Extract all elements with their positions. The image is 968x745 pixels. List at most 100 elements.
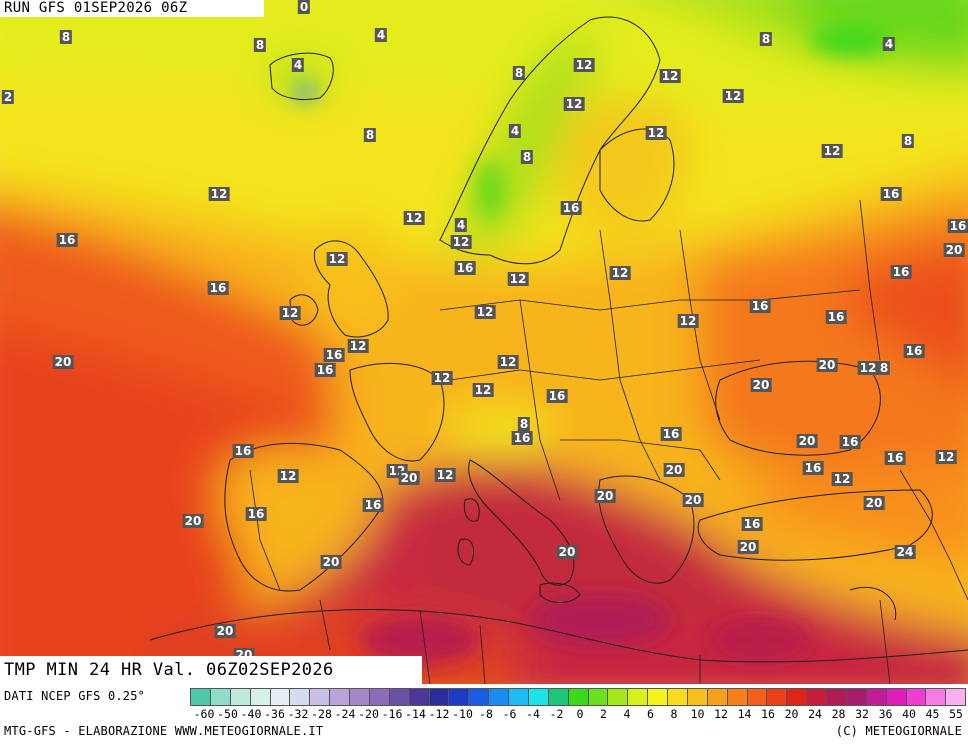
- color-swatch: [786, 688, 807, 706]
- isotherm-value-label: 12: [326, 252, 348, 266]
- color-scale-tick: -28: [311, 707, 332, 721]
- copyright: (C) METEOGIORNALE: [835, 724, 962, 738]
- isotherm-value-label: 12: [563, 97, 585, 111]
- color-swatch: [925, 688, 946, 706]
- isotherm-value-label: 12: [347, 339, 369, 353]
- isotherm-value-label: 20: [750, 378, 772, 392]
- isotherm-value-label: 12: [609, 266, 631, 280]
- isotherm-value-label: 16: [207, 281, 229, 295]
- isotherm-value-label: 16: [741, 517, 763, 531]
- color-swatch: [508, 688, 528, 706]
- isotherm-value-label: 12: [277, 469, 299, 483]
- temperature-field: [0, 0, 968, 684]
- isotherm-value-label: 4: [291, 58, 305, 72]
- color-scale-tick: 8: [670, 707, 678, 721]
- isotherm-value-label: 16: [802, 461, 824, 475]
- isotherm-value-label: 8: [363, 128, 377, 142]
- color-swatch: [229, 688, 250, 706]
- isotherm-value-label: 4: [454, 218, 468, 232]
- color-swatch: [527, 688, 548, 706]
- isotherm-value-label: 16: [56, 233, 78, 247]
- color-scale-ticks: -60 -50 -40 -36 -32 -28 -24 -20 -16 -14 -12 -10 -8 -6…: [190, 707, 966, 723]
- isotherm-value-label: 12: [573, 58, 595, 72]
- color-swatch: [368, 688, 389, 706]
- color-scale-tick: 10: [690, 707, 705, 721]
- color-scale-tick: -36: [264, 707, 285, 721]
- isotherm-value-label: 8: [520, 150, 534, 164]
- color-scale-tick: 6: [647, 707, 654, 721]
- color-scale-tick: 0: [576, 707, 584, 721]
- isotherm-value-label: 12: [722, 89, 744, 103]
- color-scale-tick: 4: [623, 707, 631, 721]
- isotherm-value-label: 20: [556, 545, 578, 559]
- isotherm-value-label: 12: [821, 144, 843, 158]
- color-scale-tick: -4: [526, 707, 540, 721]
- color-swatch: [448, 688, 469, 706]
- isotherm-value-label: 12: [450, 235, 472, 249]
- isotherm-value-label: 12: [279, 306, 301, 320]
- credit: MTG-GFS - ELABORAZIONE WWW.METEOGIORNALE…: [4, 724, 324, 738]
- color-swatch: [329, 688, 349, 706]
- color-scale-tick: -32: [287, 707, 309, 721]
- color-swatch: [567, 688, 588, 706]
- color-scale-tick: 12: [714, 707, 728, 721]
- color-swatch: [885, 688, 906, 706]
- isotherm-value-label: 16: [314, 363, 336, 377]
- isotherm-value-label: 20: [737, 540, 759, 554]
- color-scale-tick: 55: [949, 707, 963, 721]
- color-scale-tick: 40: [902, 707, 916, 721]
- color-scale-bar: [190, 688, 967, 708]
- isotherm-value-label: 16: [232, 444, 254, 458]
- isotherm-value-label: 20: [943, 243, 965, 257]
- color-scale-tick: -2: [549, 707, 564, 721]
- isotherm-value-label: 12: [431, 371, 453, 385]
- isotherm-value-label: 8: [517, 417, 531, 431]
- color-swatch: [190, 688, 210, 706]
- color-swatch: [706, 688, 727, 706]
- color-swatch: [627, 688, 648, 706]
- isotherm-value-label: 20: [816, 358, 838, 372]
- color-scale-tick: -40: [240, 707, 262, 721]
- isotherm-value-label: 12: [659, 69, 681, 83]
- color-scale-tick: -16: [381, 707, 403, 721]
- data-source: DATI NCEP GFS 0.25°: [4, 689, 146, 703]
- color-scale-tick: 2: [600, 707, 607, 721]
- isotherm-value-label: 8: [253, 38, 267, 52]
- color-swatch: [428, 688, 449, 706]
- color-swatch: [408, 688, 429, 706]
- color-swatch: [647, 688, 667, 706]
- color-swatch: [746, 688, 767, 706]
- isotherm-value-label: 4: [508, 124, 522, 138]
- isotherm-value-label: 20: [863, 496, 885, 510]
- isotherm-value-label: 16: [245, 507, 267, 521]
- isotherm-value-label: 16: [546, 389, 568, 403]
- color-swatch: [249, 688, 270, 706]
- isotherm-value-label: 20: [594, 489, 616, 503]
- color-swatch: [209, 688, 230, 706]
- color-scale-tick: -14: [405, 707, 426, 721]
- color-swatch: [269, 688, 290, 706]
- isotherm-value-label: 12: [434, 468, 456, 482]
- color-swatch: [845, 688, 866, 706]
- color-scale-tick: -12: [428, 707, 450, 721]
- color-scale-tick: -8: [479, 707, 493, 721]
- isotherm-value-label: 16: [890, 265, 912, 279]
- color-swatch: [945, 688, 967, 706]
- isotherm-value-label: 16: [880, 187, 902, 201]
- isotherm-value-label: 12: [645, 126, 667, 140]
- temperature-map[interactable]: [0, 0, 968, 684]
- color-swatch: [667, 688, 687, 706]
- isotherm-value-label: 8: [901, 134, 915, 148]
- color-swatch: [826, 688, 846, 706]
- color-scale-tick: 20: [784, 707, 799, 721]
- color-scale-tick: -50: [217, 707, 238, 721]
- color-scale-tick: 14: [737, 707, 752, 721]
- isotherm-value-label: 20: [214, 624, 236, 638]
- color-swatch: [905, 688, 926, 706]
- isotherm-value-label: 20: [796, 434, 818, 448]
- isotherm-value-label: 8: [877, 361, 891, 375]
- isotherm-value-label: 4: [882, 37, 896, 51]
- color-scale-tick: -10: [452, 707, 473, 721]
- color-swatch: [388, 688, 409, 706]
- isotherm-value-label: 16: [323, 348, 345, 362]
